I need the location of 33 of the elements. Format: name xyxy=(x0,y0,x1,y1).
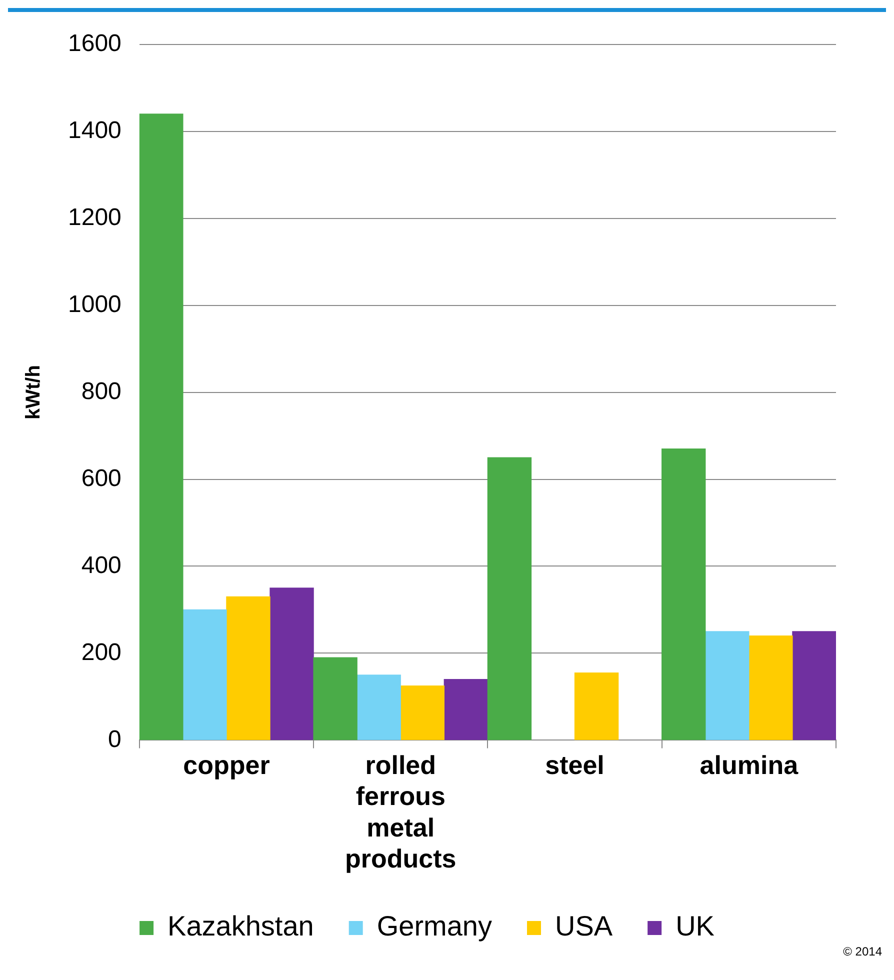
y-tick-label: 1400 xyxy=(68,117,122,144)
y-axis-title: kWt/h xyxy=(22,365,45,420)
bar xyxy=(182,609,227,740)
y-tick-label: 1000 xyxy=(68,290,122,318)
bar xyxy=(139,114,184,740)
bar xyxy=(705,631,750,740)
legend-label: UK xyxy=(676,910,715,942)
legend-label: Kazakhstan xyxy=(168,910,314,942)
x-tick-label: rolled ferrous metal products xyxy=(345,750,456,874)
x-tick-label: alumina xyxy=(700,750,799,780)
bar xyxy=(226,596,270,740)
bar xyxy=(748,636,793,740)
bar xyxy=(662,448,706,740)
x-tick-label: steel xyxy=(545,750,604,780)
y-tick-label: 600 xyxy=(81,464,122,492)
y-tick-label: 800 xyxy=(81,378,122,405)
bar xyxy=(270,588,314,740)
y-tick-label: 400 xyxy=(81,552,122,579)
text: © 2014 xyxy=(843,944,882,958)
y-tick-label: 1600 xyxy=(68,30,122,58)
bar xyxy=(356,674,401,740)
bar xyxy=(313,657,358,740)
bar xyxy=(574,672,619,740)
bar xyxy=(792,631,836,740)
y-tick-label: 0 xyxy=(108,726,122,753)
x-tick-label: copper xyxy=(183,750,270,780)
y-tick-label: 1200 xyxy=(68,204,122,231)
legend-label: USA xyxy=(554,910,613,942)
legend-label: Germany xyxy=(376,910,492,942)
bar xyxy=(444,678,488,740)
bar xyxy=(487,457,532,740)
bar xyxy=(400,686,444,740)
y-tick-label: 200 xyxy=(81,638,122,666)
